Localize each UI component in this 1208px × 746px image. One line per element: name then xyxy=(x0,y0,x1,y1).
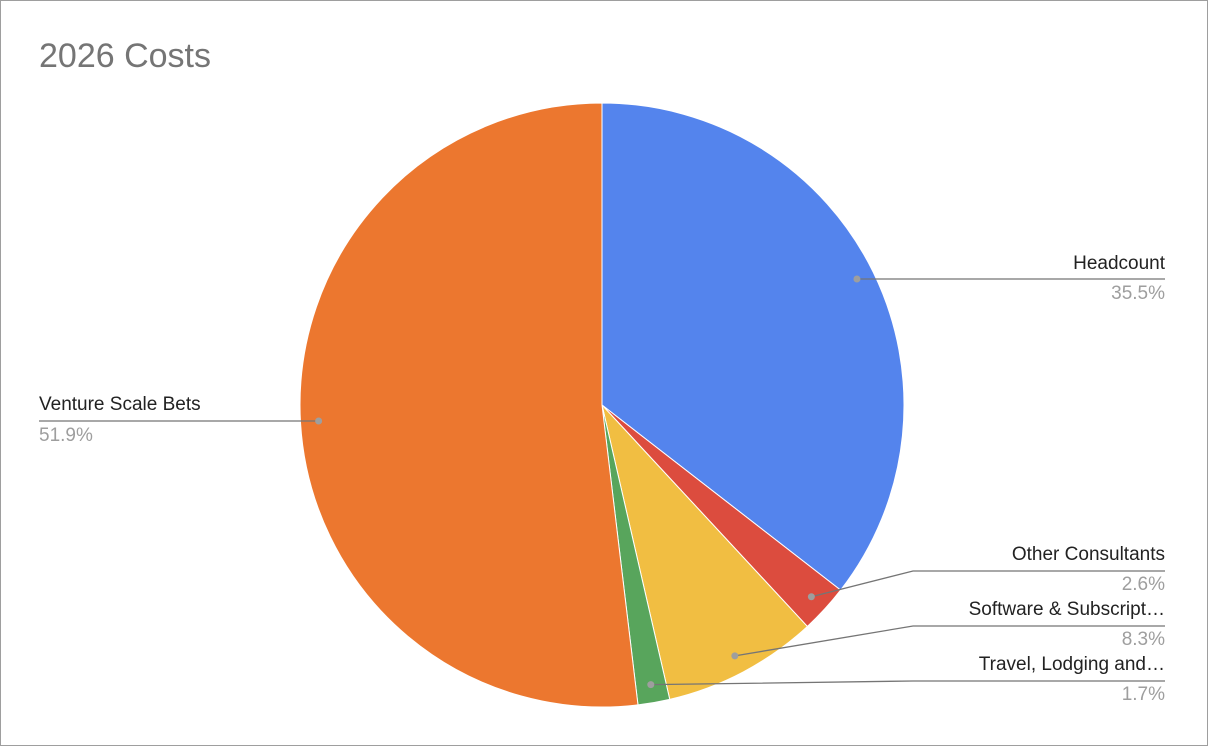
slice-value: 2.6% xyxy=(1122,574,1165,595)
slice-label: Software & Subscript… xyxy=(969,599,1165,620)
leader-line xyxy=(734,625,1165,657)
slice-label: Venture Scale Bets xyxy=(39,394,201,415)
chart-title: 2026 Costs xyxy=(39,37,211,75)
slice-label: Headcount xyxy=(1073,253,1166,274)
leader-line xyxy=(650,680,1165,686)
leader-line xyxy=(811,570,1165,598)
pie-slice xyxy=(299,102,639,708)
slice-value: 51.9% xyxy=(39,425,93,446)
leader-dot xyxy=(315,417,323,425)
pie-slice xyxy=(601,403,809,700)
slice-value: 1.7% xyxy=(1122,684,1165,705)
leader-dot xyxy=(853,275,861,283)
slice-label: Travel, Lodging and… xyxy=(979,654,1165,675)
pie-slice xyxy=(601,102,905,591)
leader-dot xyxy=(731,652,739,660)
leader-dot xyxy=(807,593,815,601)
slice-label: Other Consultants xyxy=(1012,544,1165,565)
leader-dot xyxy=(647,681,655,689)
slice-value: 8.3% xyxy=(1122,629,1165,650)
slice-value: 35.5% xyxy=(1111,283,1165,304)
